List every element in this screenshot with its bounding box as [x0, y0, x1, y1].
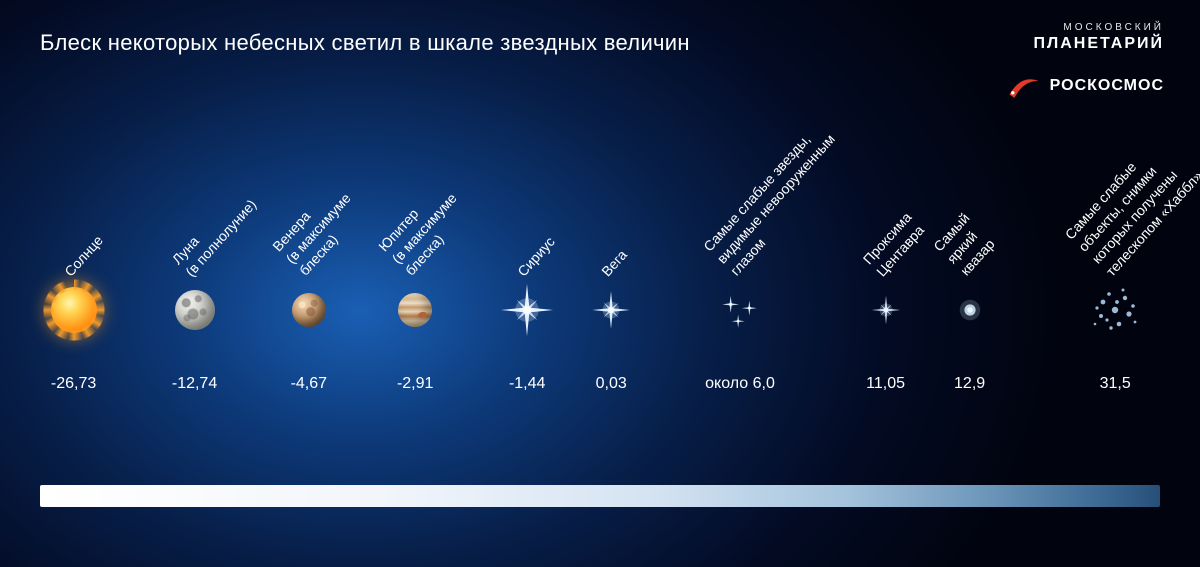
object-label: Вега [598, 246, 631, 280]
magnitude-chart: Солнце-26,73Луна (в полнолуние)-12,74Вен… [40, 150, 1160, 480]
object-quasar: Самый яркий квазар 12,9 [970, 150, 971, 480]
object-label: Сириус [514, 233, 559, 280]
roscosmos-text: РОСКОСМОС [1050, 77, 1164, 95]
three-star-icon [710, 280, 770, 340]
object-magnitude: около 6,0 [705, 375, 775, 393]
infographic-title: Блеск некоторых небесных светил в шкале … [40, 30, 690, 56]
object-magnitude: -2,91 [397, 375, 433, 393]
object-label: Луна (в полнолуние) [168, 183, 260, 280]
object-magnitude: -4,67 [291, 375, 327, 393]
branding-block: МОСКОВСКИЙ ПЛАНЕТАРИЙ РОСКОСМОС [1006, 22, 1164, 103]
object-faint: Самые слабые звезды, видимые невооруженн… [740, 150, 741, 480]
big-star-icon [581, 280, 641, 340]
magnitude-scale-bar [40, 485, 1160, 507]
object-magnitude: 0,03 [596, 375, 627, 393]
object-jupiter: Юпитер (в максимуме блеска)-2,91 [415, 150, 416, 480]
object-label: Солнце [60, 231, 106, 280]
object-vega: Вега 0,03 [611, 150, 612, 480]
object-magnitude: 12,9 [954, 375, 985, 393]
big-star-icon [497, 280, 557, 340]
jupiter-icon [385, 280, 445, 340]
planetarium-small-text: МОСКОВСКИЙ [1006, 22, 1164, 33]
object-sirius: Сириус -1,44 [527, 150, 528, 480]
object-sun: Солнце-26,73 [74, 150, 75, 480]
object-hubble: Самые слабые объекты, снимки которых пол… [1115, 150, 1116, 480]
sun-icon [44, 280, 104, 340]
moon-icon [165, 280, 225, 340]
object-magnitude: -12,74 [172, 375, 217, 393]
object-magnitude: 11,05 [866, 375, 905, 393]
tiny-dot-icon [940, 280, 1000, 340]
object-label: Венера (в максимуме блеска) [268, 178, 368, 280]
object-moon: Луна (в полнолуние)-12,74 [195, 150, 196, 480]
object-label: Самый яркий квазар [929, 210, 1000, 280]
small-star-icon [856, 280, 916, 340]
dot-cluster-icon [1085, 280, 1145, 340]
planetarium-big-text: ПЛАНЕТАРИЙ [1006, 35, 1164, 53]
roscosmos-swoosh-icon [1006, 69, 1040, 103]
object-label: Проксима Центавра [859, 208, 929, 280]
object-magnitude: -26,73 [51, 375, 96, 393]
roscosmos-logo: РОСКОСМОС [1006, 69, 1164, 103]
object-label: Юпитер (в максимуме блеска) [375, 178, 475, 280]
object-magnitude: -1,44 [509, 375, 545, 393]
object-venus: Венера (в максимуме блеска)-4,67 [309, 150, 310, 480]
object-magnitude: 31,5 [1100, 375, 1131, 393]
object-proxima: Проксима Центавра 11,05 [886, 150, 887, 480]
venus-icon [279, 280, 339, 340]
